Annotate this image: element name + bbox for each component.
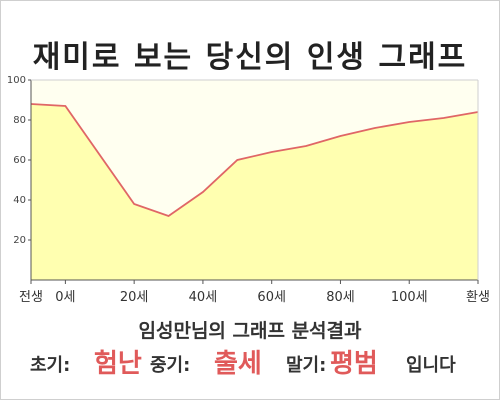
page-title: 재미로 보는 당신의 인생 그래프 xyxy=(32,40,468,75)
late-value: 평범 xyxy=(330,349,378,379)
x-tick-label: 100세 xyxy=(391,290,428,305)
early-label: 초기: xyxy=(30,355,71,376)
summary-heading: 임성만님의 그래프 분석결과 xyxy=(138,320,362,342)
y-tick-label: 100 xyxy=(7,75,26,86)
x-tick-label: 40세 xyxy=(189,290,218,305)
x-tick-label: 80세 xyxy=(326,290,355,305)
y-tick-label: 60 xyxy=(13,155,26,166)
middle-value: 출세 xyxy=(214,349,262,379)
x-tick-label: 20세 xyxy=(120,290,149,305)
x-tick-label: 60세 xyxy=(257,290,286,305)
x-tick-label: 환생 xyxy=(466,290,490,305)
x-tick-label: 전생 xyxy=(19,290,43,305)
result-ending: 입니다 xyxy=(406,355,456,376)
result-line: 초기: 험난 중기: 출세 말기: 평범 입니다 xyxy=(30,345,490,385)
y-tick-label: 20 xyxy=(13,235,26,246)
y-tick-label: 80 xyxy=(13,115,26,126)
y-tick-label: 40 xyxy=(13,195,26,206)
series-line xyxy=(30,103,479,218)
late-label: 말기: xyxy=(286,355,327,376)
series-area xyxy=(31,104,478,280)
x-tick-label: 0세 xyxy=(55,290,75,305)
early-value: 험난 xyxy=(94,349,142,379)
middle-label: 중기: xyxy=(150,355,191,376)
